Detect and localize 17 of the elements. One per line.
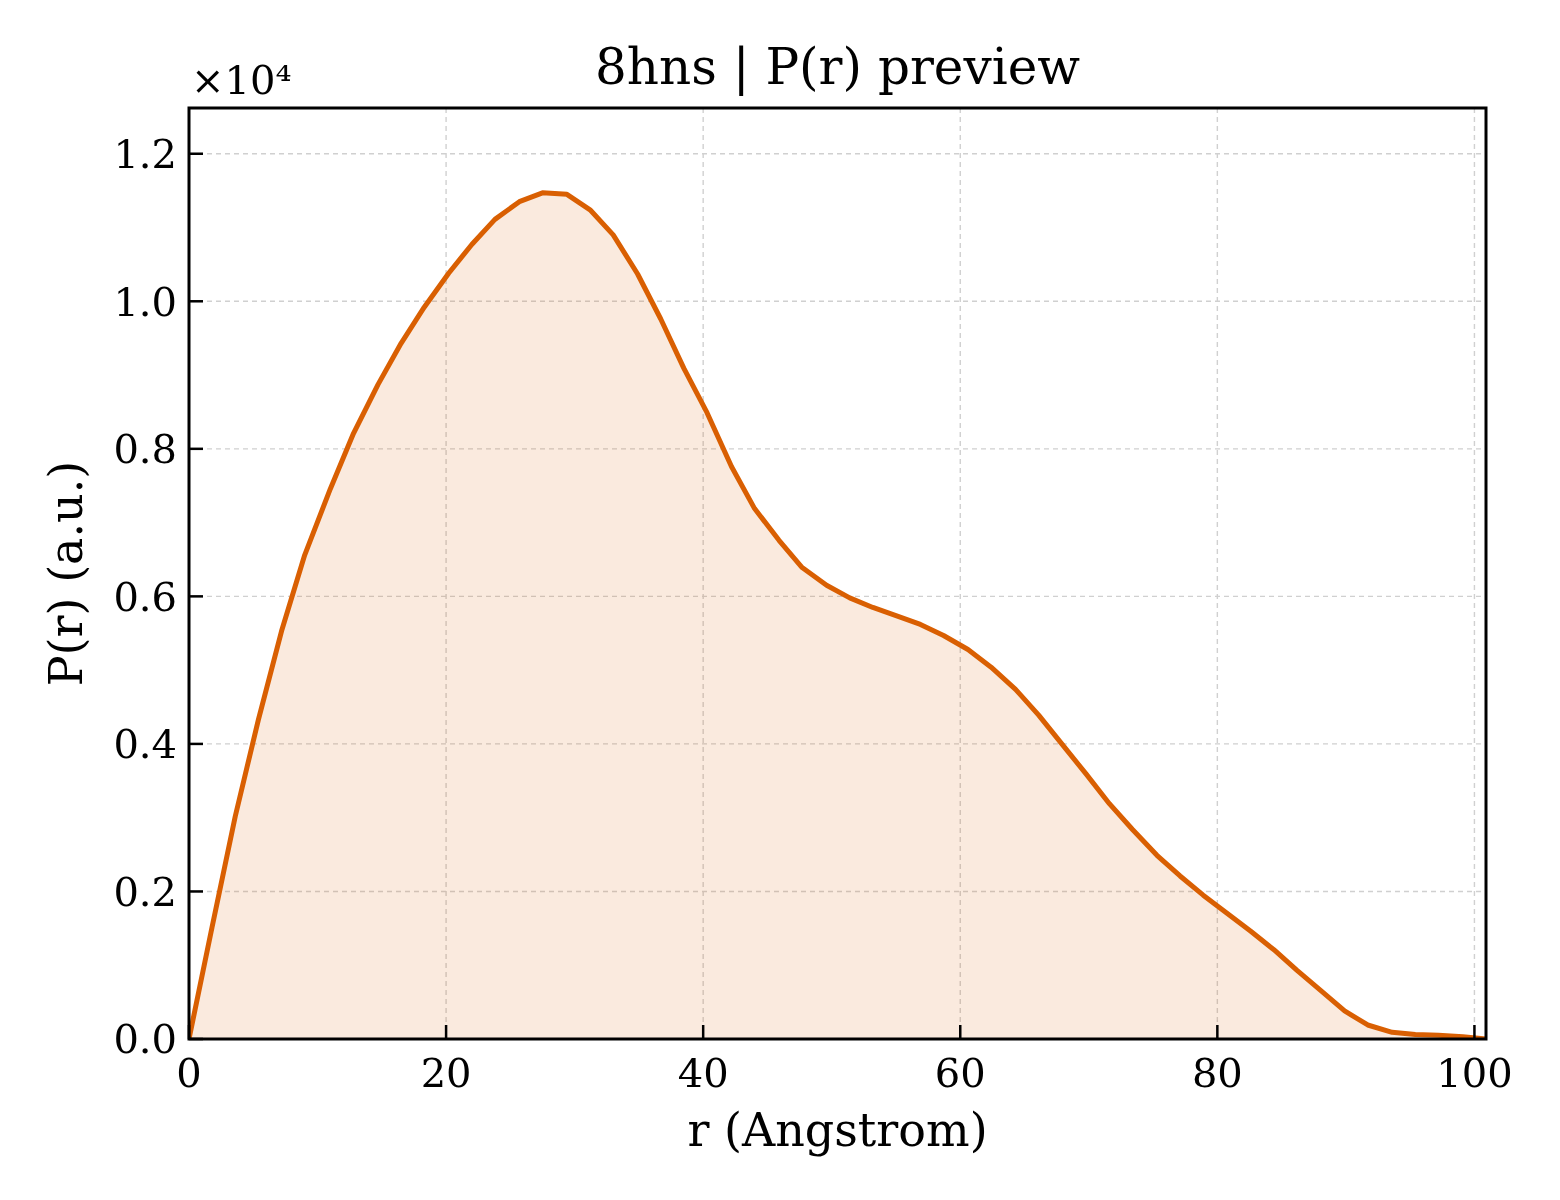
- x-tick-label: 80: [1191, 1050, 1243, 1096]
- x-tick-label: 60: [934, 1050, 986, 1096]
- y-axis-title: P(r) (a.u.): [39, 460, 93, 687]
- x-tick-label: 40: [677, 1050, 729, 1096]
- y-tick-label: 0.8: [113, 426, 177, 473]
- y-tick-label: 0.6: [113, 573, 177, 620]
- y-tick-label: 0.2: [113, 868, 177, 915]
- y-tick-label: 1.2: [113, 131, 177, 178]
- chart-title: 8hns | P(r) preview: [594, 38, 1081, 96]
- y-tick-label: 0.4: [113, 721, 177, 768]
- y-tick-label: 0.0: [113, 1016, 177, 1063]
- text: ×10⁴: [191, 57, 292, 103]
- y-tick-label: 1.0: [113, 278, 177, 325]
- x-tick-label: 20: [420, 1050, 472, 1096]
- x-axis-title: r (Angstrom): [687, 1103, 988, 1157]
- x-tick-label: 100: [1436, 1050, 1513, 1096]
- x-tick-label: 0: [176, 1050, 202, 1096]
